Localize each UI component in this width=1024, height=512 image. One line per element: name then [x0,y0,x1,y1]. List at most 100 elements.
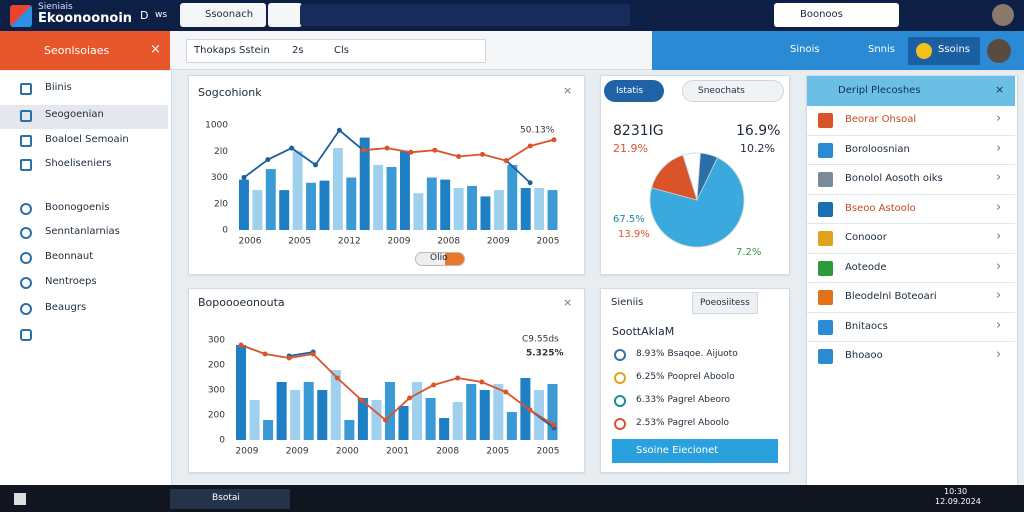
divider [807,134,1015,136]
panel-icon [818,142,833,158]
divider [807,193,1015,195]
panel-item[interactable]: Boroloosnian [845,143,910,155]
address-bar[interactable] [300,4,630,26]
panel-icon [818,113,833,128]
avatar[interactable] [987,39,1011,63]
panel-icon [818,349,833,364]
avatar[interactable] [992,4,1014,26]
button[interactable] [612,439,778,463]
section-title: Seonlsoiaes [44,44,110,57]
nav-item[interactable]: Seogoenian [45,109,104,120]
nav-icon[interactable] [20,329,32,341]
panel-item[interactable]: Beorar Ohsoal [845,114,917,125]
clock-time: 10:30 [944,487,968,496]
toggle-label: Olio [430,253,448,263]
panel-item[interactable]: Bonolol Aosoth oiks [845,173,943,184]
nav-item[interactable]: Senntanlarnias [45,226,120,237]
nav-icon [20,135,32,147]
card-title: Sieniis [611,297,644,308]
panel-icon [818,319,833,335]
chevron[interactable]: › [996,111,1002,126]
panel-icon [818,231,833,246]
panel-item[interactable]: Bnitaocs [845,320,888,332]
tool[interactable]: Cls [334,45,349,56]
chevron[interactable]: › [996,140,1002,156]
panel-item[interactable]: Aoteode [845,261,887,273]
divider [807,252,1015,254]
divider [807,164,1015,165]
stat: 21.9% [613,142,648,155]
card-title: Sogcohionk [198,86,262,99]
card-title: Bopoooeonouta [198,296,285,309]
chevron[interactable]: › [996,288,1002,303]
panel-item[interactable]: Bseoo Astoolo [845,202,916,214]
panel-item[interactable]: Conooor [845,232,887,243]
panel-header [807,76,1015,106]
nav-icon [20,277,32,289]
divider [807,282,1015,283]
tool[interactable]: Thokaps Sstein [194,45,270,56]
nav-icon [20,159,32,171]
list-icon [614,395,626,407]
nav-item[interactable]: Beonnaut [45,251,94,262]
logo-top: Sieniais [38,2,73,12]
close-icon[interactable]: × [995,83,1005,96]
panel-icon [818,172,833,187]
clock-date: 12.09.2024 [935,497,981,506]
button-label: Ssoine Eiecionet [636,445,719,456]
toolbar-link[interactable]: Sinois [790,44,820,55]
search-box[interactable] [774,3,899,27]
dropdown[interactable] [682,80,784,102]
divider [807,311,1015,313]
close-icon[interactable]: × [563,84,573,97]
start-button[interactable] [14,493,26,505]
nav-item[interactable]: Boaloel Semoain [45,134,129,145]
list-item[interactable]: 6.33% Pagrel Abeoro [636,395,731,405]
nav-item[interactable]: Boonogoenis [45,202,110,213]
tab-close[interactable] [268,3,302,27]
tab[interactable] [180,3,266,27]
pie-label: 67.5% [613,214,645,225]
nav-item[interactable]: Beaugrs [45,302,87,313]
search-text: Boonoos [800,9,843,20]
stat: 8231IG [613,123,664,139]
toolbar-link[interactable]: Snnis [868,44,896,55]
list-item[interactable]: 6.25% Pooprel Aboolo [636,372,735,382]
panel-icon [818,290,833,305]
nav-item[interactable]: Shoeliseniers [45,158,112,169]
panel-item[interactable]: Bhoaoo [845,350,883,361]
list-item[interactable]: 8.93% Bsaqoe. Aijuoto [636,349,738,359]
stat: 16.9% [736,123,781,139]
nav-item[interactable]: Biinis [45,82,72,93]
dropdown[interactable] [692,292,758,314]
nav-icon [20,227,32,239]
tool[interactable]: 2s [292,45,304,56]
task-app[interactable] [170,489,290,509]
chevron[interactable]: › [996,170,1002,185]
card [188,288,585,473]
selected-bg [0,105,168,129]
list-item[interactable]: 2.53% Pagrel Aboolo [636,418,729,428]
button-label: Ssoins [938,44,971,55]
list-icon [614,349,626,361]
close-icon[interactable]: × [150,42,161,57]
dropdown-label: Poeosiitess [700,298,750,308]
chevron[interactable]: › [996,229,1002,244]
chevron[interactable]: › [996,317,1002,333]
panel-item[interactable]: Bleodelnl Boteoari [845,291,937,302]
stat: 10.2% [740,142,775,155]
tab-label: Ssoonach [205,9,254,20]
chevron[interactable]: › [996,199,1002,215]
toggle[interactable] [415,252,465,266]
button[interactable] [604,80,664,102]
menu[interactable]: D [140,9,149,22]
chevron[interactable]: › [996,258,1002,274]
panel-title: Deripl Plecoshes [838,85,921,96]
nav-item[interactable]: Nentroeps [45,276,97,287]
close-icon[interactable]: × [563,296,573,309]
menu[interactable]: ws [155,10,168,20]
nav-icon [20,83,32,95]
subtitle: SoottAklaM [612,325,675,338]
chevron[interactable]: › [996,347,1002,362]
